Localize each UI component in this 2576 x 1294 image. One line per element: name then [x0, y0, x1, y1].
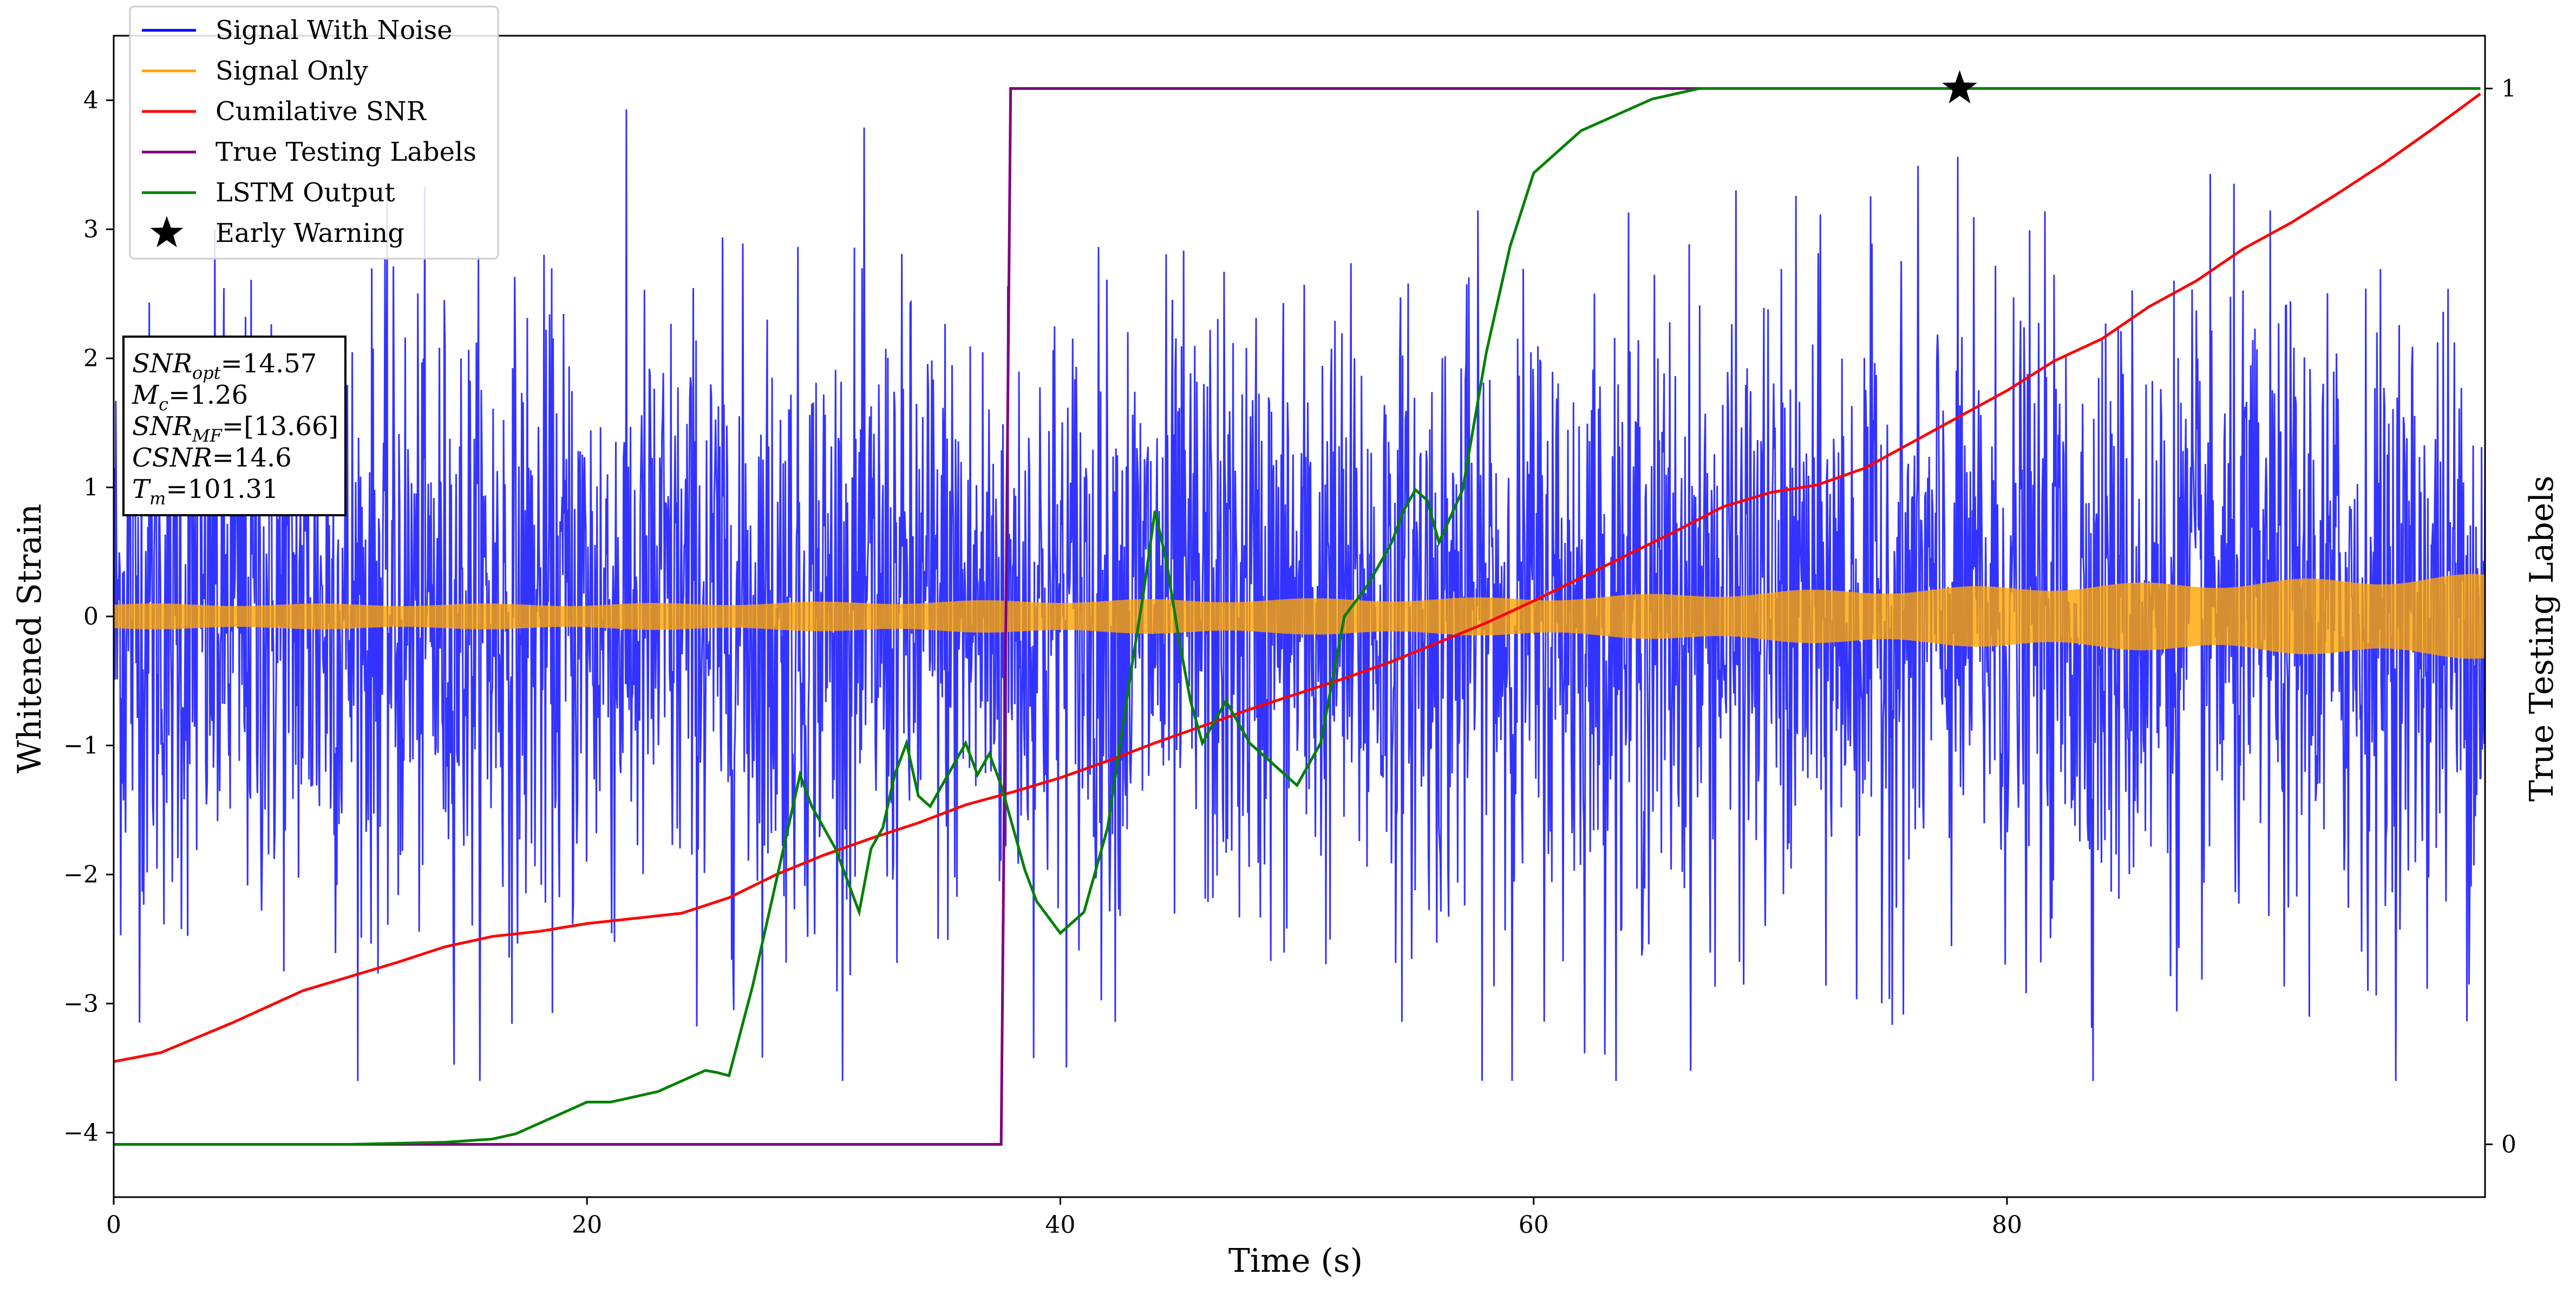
y-tick-label: 0: [83, 603, 99, 630]
parameter-line: Mc=1.26: [132, 380, 248, 415]
y-tick-label: −3: [63, 990, 99, 1017]
legend-label-signal-with-noise: Signal With Noise: [215, 15, 453, 45]
x-tick-label: 20: [572, 1211, 602, 1239]
series-cumilative-snr: [114, 93, 2481, 1063]
y-axis-title: Whitened Strain: [11, 504, 49, 773]
parameter-box-frame: [122, 336, 346, 516]
legend-marker-early-warning: [150, 216, 184, 247]
x-tick-label: 60: [1519, 1211, 1549, 1239]
x-tick-label: 80: [1992, 1211, 2022, 1239]
legend-label-lstm-output: LSTM Output: [215, 178, 395, 208]
x-axis-title: Time (s): [1228, 1242, 1363, 1280]
series-layer: [114, 70, 2485, 1146]
series-signal-only: [114, 574, 2485, 659]
y-tick-label: −1: [63, 732, 99, 759]
series-signal-with-noise: [114, 109, 2485, 1081]
legend-label-signal-only: Signal Only: [215, 56, 368, 86]
parameter-line: SNRopt=14.57: [132, 349, 317, 383]
early-warning-marker: [1942, 70, 1977, 104]
legend-label-cumilative-snr: Cumilative SNR: [215, 96, 427, 127]
y-tick-label: −2: [63, 861, 99, 889]
y-tick-label: 4: [83, 87, 99, 114]
plot-frame: [113, 35, 2486, 1198]
x-tick-label: 40: [1045, 1211, 1076, 1239]
y-tick-label: 2: [83, 345, 99, 372]
parameter-box: SNRopt=14.57Mc=1.26SNRMF=[13.66]CSNR=14.…: [122, 336, 346, 516]
x-tick-label: 0: [106, 1211, 121, 1239]
series-lstm-output: [114, 87, 2481, 1146]
y-tick-label: −4: [63, 1119, 99, 1147]
legend: Signal With Noise Signal Only Cumilative S…: [129, 5, 499, 260]
y2-axis-title: True Testing Labels: [2523, 476, 2561, 802]
y-tick-label: 3: [83, 216, 99, 244]
y-tick-label: 1: [83, 474, 99, 502]
parameter-line: Tm=101.31: [132, 474, 279, 509]
legend-label-early-warning: Early Warning: [215, 218, 404, 248]
y2-tick-label: 1: [2501, 75, 2516, 103]
y2-tick-label: 0: [2501, 1131, 2516, 1158]
parameter-line: CSNR=14.6: [132, 443, 292, 473]
legend-label-true-testing-labels: True Testing Labels: [215, 137, 476, 167]
legend-box: [129, 5, 499, 260]
parameter-line: SNRMF=[13.66]: [132, 411, 338, 446]
